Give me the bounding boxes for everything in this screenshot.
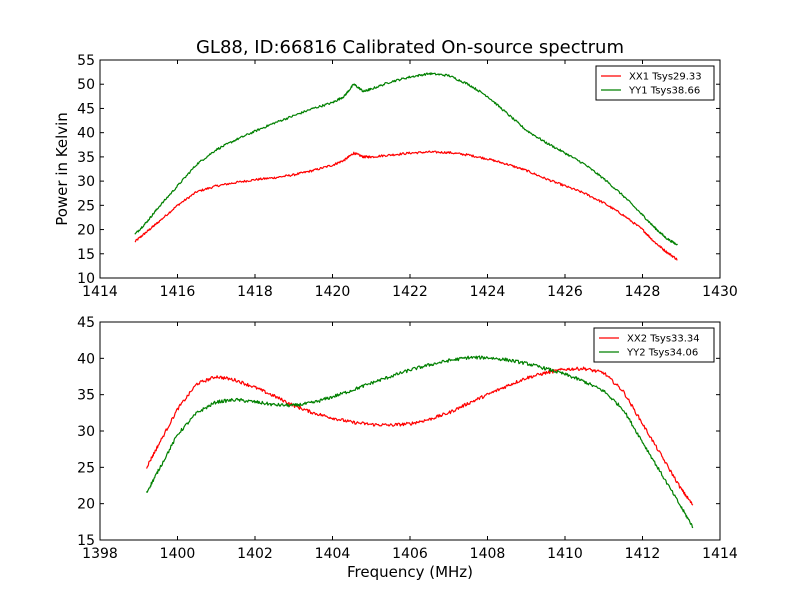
y-tick-label: 35 <box>77 388 95 404</box>
y-tick-label: 20 <box>77 223 95 239</box>
x-tick-label: 1426 <box>547 284 583 300</box>
y-tick-label: 55 <box>77 53 95 69</box>
x-tick-label: 1406 <box>392 546 428 562</box>
x-tick-label: 1410 <box>547 546 583 562</box>
y-axis-label: Power in Kelvin <box>53 112 71 226</box>
y-tick-label: 40 <box>77 351 95 367</box>
y-tick-label: 40 <box>77 126 95 142</box>
x-tick-label: 1422 <box>392 284 428 300</box>
x-axis-label: Frequency (MHz) <box>347 563 473 581</box>
y-tick-label: 25 <box>77 460 95 476</box>
chart-title: GL88, ID:66816 Calibrated On-source spec… <box>196 37 624 58</box>
panel-2: 1398 1400 1402 1404 1406 1408 1410 1412 1414 15 20… <box>77 315 738 562</box>
x-tick-label: 1416 <box>160 284 196 300</box>
y-tick-label: 50 <box>77 77 95 93</box>
legend-label: XX2 Tsys33.34 <box>627 334 700 345</box>
series-line-2 <box>134 72 678 246</box>
x-tick-label: 1398 <box>82 546 118 562</box>
series-line-2 <box>145 355 694 529</box>
panel-1: 1414 1416 1418 1420 1422 1424 1426 1428 1430 10 15… <box>77 53 738 300</box>
x-tick-label: 1424 <box>470 284 506 300</box>
x-tick-label: 1400 <box>160 546 196 562</box>
y-tick-label: 25 <box>77 198 95 214</box>
y-tick-label: 45 <box>77 101 95 117</box>
x-tick-label: 1420 <box>315 284 351 300</box>
y-tick-label: 35 <box>77 150 95 166</box>
legend-label: YY2 Tsys34.06 <box>626 348 698 359</box>
y-tick-label: 30 <box>77 174 95 190</box>
y-tick-label: 15 <box>77 533 95 549</box>
legend: XX2 Tsys33.34 YY2 Tsys34.06 <box>593 327 715 363</box>
x-tick-label: 1412 <box>625 546 661 562</box>
x-tick-label: 1428 <box>625 284 661 300</box>
series-group <box>134 72 678 261</box>
y-tick-label: 15 <box>77 247 95 263</box>
y-tick-label: 30 <box>77 424 95 440</box>
x-tick-label: 1404 <box>315 546 351 562</box>
y-tick-label: 45 <box>77 315 95 331</box>
x-tick-label: 1408 <box>470 546 506 562</box>
x-tick-label: 1402 <box>237 546 273 562</box>
x-tick-label: 1418 <box>237 284 273 300</box>
legend: XX1 Tsys29.33 YY1 Tsys38.66 <box>595 65 715 101</box>
legend-label: YY1 Tsys38.66 <box>628 86 700 97</box>
x-tick-label: 1414 <box>702 546 738 562</box>
y-tick-label: 20 <box>77 497 95 513</box>
legend-label: XX1 Tsys29.33 <box>629 72 702 83</box>
series-line-1 <box>145 366 694 506</box>
series-line-1 <box>134 150 678 261</box>
y-tick-label: 10 <box>77 271 95 287</box>
x-tick-label: 1430 <box>702 284 738 300</box>
series-group <box>145 355 694 529</box>
legend-box <box>593 327 715 363</box>
legend-box <box>595 65 715 101</box>
x-tick-label: 1414 <box>82 284 118 300</box>
panels: 1414 1416 1418 1420 1422 1424 1426 1428 1430 10 15… <box>77 53 738 562</box>
